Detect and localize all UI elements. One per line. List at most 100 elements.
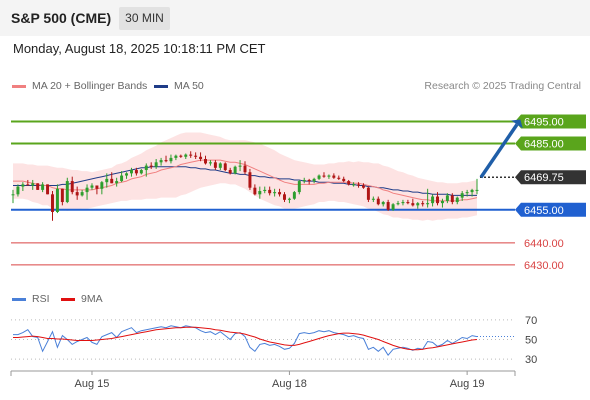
candle-body	[110, 178, 114, 184]
candle-body	[371, 198, 375, 200]
projection-arrowhead	[511, 119, 523, 129]
candle-body	[164, 160, 168, 162]
candle-body	[228, 170, 232, 174]
candle-body	[75, 192, 79, 196]
candle-body	[416, 203, 420, 206]
level-label-6430.00: 6430.00	[524, 260, 564, 272]
current-price-tag	[515, 170, 586, 185]
candle-body	[194, 155, 198, 157]
candle-body	[134, 170, 138, 174]
rsi-tick-70: 70	[525, 315, 537, 327]
candle-body	[189, 154, 193, 156]
rsi-swatch	[12, 297, 26, 301]
instrument-title: S&P 500 (CME)	[11, 10, 112, 26]
candle-body	[204, 159, 207, 164]
candle-body	[95, 185, 99, 189]
candle-body	[376, 198, 380, 205]
candle-body	[90, 185, 94, 188]
candle-body	[144, 165, 148, 171]
candle-body	[475, 189, 479, 191]
ma9-swatch	[61, 297, 75, 301]
rsi-tick-50: 50	[525, 335, 537, 347]
candle-body	[218, 163, 222, 168]
candle-body	[460, 193, 464, 198]
candle-body	[253, 187, 257, 195]
rsi-tick-30: 30	[525, 354, 537, 366]
credit-text: Research © 2025 Trading Central	[424, 80, 581, 92]
candle-body	[36, 183, 40, 190]
candle-body	[169, 157, 173, 162]
datetime-label: Monday, August 18, 2025 10:18:11 PM CET	[13, 41, 266, 56]
level-label-6485.00: 6485.00	[524, 139, 564, 151]
candle-body	[401, 202, 405, 204]
legend-ma50: MA 50	[154, 80, 204, 92]
candle-body	[391, 204, 395, 210]
legend-ma20: MA 20 + Bollinger Bands	[12, 80, 147, 92]
candle-body	[283, 194, 286, 200]
candle-body	[302, 179, 306, 182]
candle-body	[347, 181, 351, 185]
level-tag-6485.00	[515, 136, 586, 151]
candle-body	[445, 195, 449, 201]
candle-body	[159, 160, 163, 163]
candle-body	[312, 178, 316, 182]
legend-rsi: RSI	[12, 293, 50, 305]
candle-body	[287, 198, 291, 200]
candle-body	[386, 202, 390, 210]
candle-body	[149, 165, 153, 167]
candle-body	[179, 155, 183, 157]
candle-body	[31, 183, 35, 186]
candle-body	[70, 181, 74, 193]
legend-ma9: 9MA	[61, 293, 103, 305]
candle-body	[258, 191, 262, 195]
candle-body	[278, 192, 282, 195]
candle-body	[55, 188, 59, 212]
timeframe-button[interactable]: 30 MIN	[119, 7, 170, 30]
candle-body	[470, 189, 474, 193]
candle-body	[426, 203, 430, 205]
ma50-label: MA 50	[174, 80, 204, 92]
candle-body	[297, 181, 301, 193]
ma20-swatch	[12, 84, 26, 88]
candle-body	[174, 155, 178, 158]
candle-body	[440, 200, 444, 204]
candle-body	[406, 202, 410, 204]
candle-body	[21, 184, 25, 187]
projection-arrow	[479, 123, 519, 179]
candle-body	[421, 203, 425, 205]
candle-body	[292, 192, 296, 199]
candle-body	[65, 181, 69, 203]
candle-body	[396, 203, 400, 205]
candle-body	[199, 156, 203, 159]
candle-body	[465, 192, 469, 194]
level-tag-6495.00	[515, 114, 586, 129]
candle-body	[307, 179, 311, 182]
candle-body	[431, 196, 435, 204]
candle-body	[366, 187, 370, 200]
level-label-6455.00: 6455.00	[524, 205, 564, 217]
bollinger-band	[13, 132, 477, 221]
candle-body	[85, 187, 89, 193]
candle-body	[268, 189, 272, 194]
x-tick-label: Aug 15	[75, 378, 110, 390]
candle-body	[11, 194, 15, 196]
candle-body	[357, 184, 361, 186]
candle-body	[352, 184, 356, 186]
candle-body	[361, 185, 365, 188]
candle-body	[317, 175, 321, 179]
candle-body	[120, 175, 124, 182]
candle-body	[16, 186, 20, 195]
candle-body	[51, 194, 54, 212]
candle-body	[154, 162, 158, 167]
candle-body	[322, 175, 326, 177]
level-label-6495.00: 6495.00	[524, 116, 564, 128]
candle-body	[248, 172, 252, 188]
candle-body	[273, 192, 277, 194]
candle-body	[337, 177, 341, 179]
candle-body	[233, 166, 237, 174]
header: S&P 500 (CME) 30 MIN	[0, 0, 590, 36]
level-tag-6455.00	[515, 202, 586, 217]
candle-body	[450, 195, 454, 203]
ma9-label: 9MA	[81, 293, 103, 305]
